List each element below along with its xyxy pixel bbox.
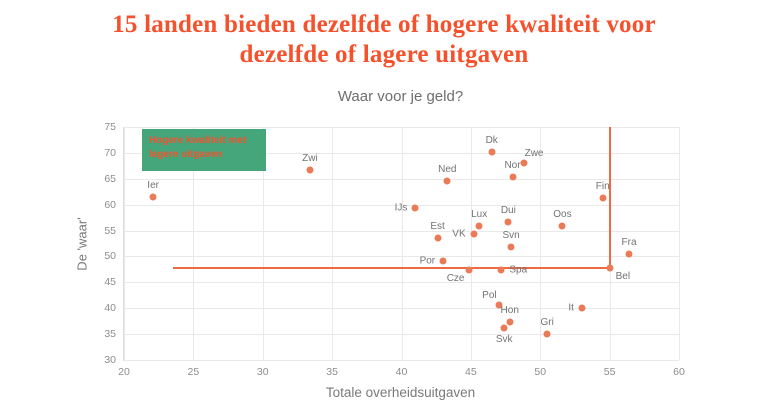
data-point-ijs xyxy=(411,204,419,212)
y-tick-label: 35 xyxy=(104,328,116,341)
gridline-horizontal xyxy=(124,152,679,154)
gridline-vertical xyxy=(679,127,680,360)
data-point-hon xyxy=(506,318,514,326)
data-point-dui xyxy=(504,218,512,226)
data-point-label-dk: Dk xyxy=(485,134,498,146)
y-tick-label: 30 xyxy=(104,354,116,366)
data-point-label-bel: Bel xyxy=(615,271,631,283)
gridline-horizontal xyxy=(124,204,679,206)
data-point-label-svn: Svn xyxy=(502,229,520,241)
gridline-vertical xyxy=(401,127,403,360)
gridline-vertical xyxy=(470,127,472,360)
data-point-label-lux: Lux xyxy=(471,208,488,220)
gridline-vertical xyxy=(124,127,125,360)
data-point-label-dui: Dui xyxy=(500,205,516,217)
gridline-horizontal xyxy=(124,282,679,284)
data-point-spa xyxy=(497,266,505,274)
y-tick-label: 75 xyxy=(104,121,116,133)
x-tick-label: 30 xyxy=(256,366,269,378)
data-point-label-gri: Gri xyxy=(540,317,554,329)
y-tick-label: 55 xyxy=(104,224,116,237)
y-tick-label: 60 xyxy=(104,198,116,211)
data-point-label-zwe: Zwe xyxy=(524,148,544,160)
data-point-vk xyxy=(470,230,478,238)
data-point-lux xyxy=(475,222,483,230)
gridline-horizontal xyxy=(124,334,679,336)
reference-line-horizontal xyxy=(172,267,610,270)
data-point-dk xyxy=(488,148,496,156)
data-point-label-pol: Pol xyxy=(482,290,497,302)
y-tick-label: 70 xyxy=(104,146,116,159)
data-point-pol xyxy=(495,301,503,309)
data-point-svn xyxy=(507,243,515,251)
x-tick-label: 55 xyxy=(603,366,616,378)
data-point-nor xyxy=(509,173,516,181)
gridline-horizontal xyxy=(124,127,679,128)
data-point-it xyxy=(578,304,586,312)
y-tick-label: 45 xyxy=(104,276,116,289)
y-tick-label: 40 xyxy=(104,302,116,315)
data-point-label-cze: Cze xyxy=(446,272,465,284)
data-point-label-ned: Ned xyxy=(438,164,457,176)
data-point-ier xyxy=(149,193,157,201)
gridline-horizontal xyxy=(124,256,679,258)
data-point-label-fra: Fra xyxy=(621,237,637,249)
data-point-label-svk: Svk xyxy=(495,333,513,345)
data-point-zwi xyxy=(306,166,314,174)
data-point-label-ier: Ier xyxy=(147,179,159,191)
data-point-label-spa: Spa xyxy=(509,264,528,276)
data-point-ned xyxy=(443,177,451,185)
data-point-fin xyxy=(599,194,607,202)
data-point-label-por: Por xyxy=(419,255,436,267)
gridline-horizontal xyxy=(124,178,679,180)
gridline-vertical xyxy=(540,127,542,360)
x-tick-label: 25 xyxy=(187,366,200,378)
gridline-vertical xyxy=(193,127,195,360)
page-title: 15 landen bieden dezelfde of hogere kwal… xyxy=(0,10,768,69)
data-point-bel xyxy=(606,264,614,272)
page-title-line1: 15 landen bieden dezelfde of hogere kwal… xyxy=(112,11,656,38)
data-point-est xyxy=(434,234,442,242)
y-axis-title: De 'waar' xyxy=(74,216,90,271)
x-tick-label: 60 xyxy=(673,366,685,378)
annotation-box: Hogere kwaliteit met lagere uitgaven xyxy=(142,128,266,171)
annotation-text-line2: lagere uitgaven xyxy=(149,149,223,161)
data-point-cze xyxy=(465,266,473,274)
plot-area: De 'waar' 20 25 30 35 40 45 50 55 60 30 35 40 45 50 55… xyxy=(75,121,685,378)
gridline-horizontal xyxy=(124,308,679,310)
data-point-label-zwi: Zwi xyxy=(302,153,318,165)
page-title-line2: dezelfde of lagere uitgaven xyxy=(239,40,529,68)
chart-title: Waar voor je geld? xyxy=(337,88,464,105)
data-point-label-est: Est xyxy=(430,221,445,233)
data-point-label-nor: Nor xyxy=(504,159,521,171)
annotation-text-line1: Hogere kwaliteit met xyxy=(149,134,247,146)
data-point-fra xyxy=(625,250,633,258)
gridline-vertical xyxy=(332,127,334,360)
gridline-horizontal xyxy=(124,360,679,361)
x-tick-label: 40 xyxy=(395,366,408,378)
data-point-label-it: It xyxy=(568,302,574,314)
data-point-label-ijs: IJs xyxy=(394,202,408,214)
data-point-zwe xyxy=(520,159,528,167)
x-tick-label: 20 xyxy=(118,366,130,378)
data-point-gri xyxy=(543,330,551,338)
data-point-oos xyxy=(558,222,566,230)
data-point-label-hon: Hon xyxy=(500,304,519,316)
x-axis-title: Totale overheidsuitgaven xyxy=(325,385,476,400)
data-point-svk xyxy=(500,324,508,332)
y-tick-label: 50 xyxy=(104,250,116,263)
gridline-horizontal xyxy=(124,230,679,232)
x-tick-label: 50 xyxy=(534,366,547,378)
y-tick-label: 65 xyxy=(104,172,116,185)
data-point-label-fin: Fin xyxy=(595,180,610,192)
x-tick-label: 35 xyxy=(326,366,338,378)
gridline-vertical xyxy=(262,127,264,360)
data-point-label-vk: VK xyxy=(452,228,466,240)
x-tick-label: 45 xyxy=(465,366,477,378)
data-point-por xyxy=(439,257,447,265)
reference-line-vertical xyxy=(608,127,611,269)
data-point-label-oos: Oos xyxy=(553,209,572,221)
